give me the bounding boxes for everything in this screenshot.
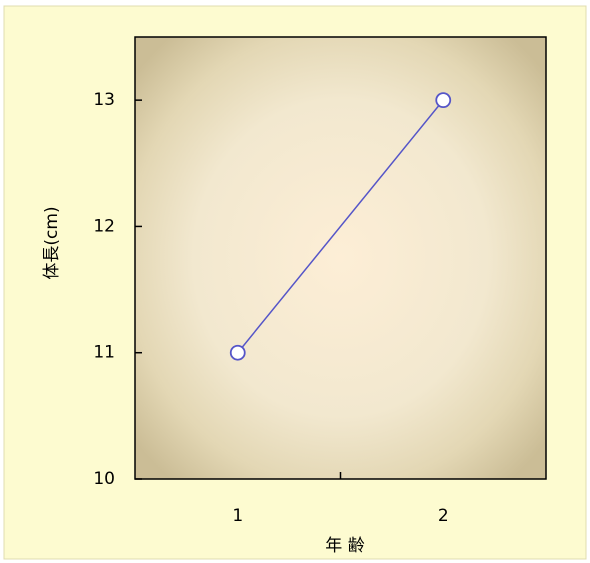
y-tick-label: 12 — [93, 216, 115, 236]
x-tick-label: 1 — [232, 506, 243, 526]
series-line — [237, 99, 444, 354]
y-tick-label: 10 — [93, 469, 115, 489]
y-tick-label: 13 — [93, 90, 115, 110]
x-tick-label: 2 — [438, 506, 449, 526]
point — [229, 344, 246, 361]
point — [435, 92, 452, 109]
y-axis-label: 体長(cm) — [42, 206, 62, 279]
x-axis-label: 年 齢 — [325, 536, 364, 556]
y-tick-label: 11 — [93, 343, 115, 363]
plot-area — [134, 36, 547, 480]
